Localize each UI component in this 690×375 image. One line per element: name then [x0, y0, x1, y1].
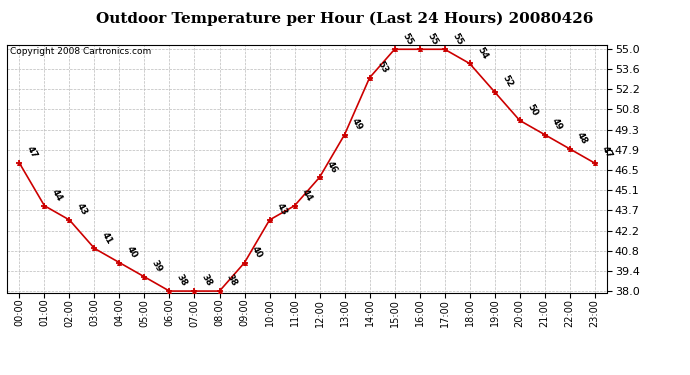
- Text: 54: 54: [475, 45, 489, 61]
- Text: Outdoor Temperature per Hour (Last 24 Hours) 20080426: Outdoor Temperature per Hour (Last 24 Ho…: [97, 11, 593, 26]
- Text: 49: 49: [550, 116, 564, 132]
- Text: 47: 47: [600, 145, 614, 160]
- Text: 44: 44: [300, 188, 314, 203]
- Text: 38: 38: [225, 273, 239, 288]
- Text: 50: 50: [525, 102, 539, 118]
- Text: 48: 48: [575, 130, 589, 146]
- Text: 39: 39: [150, 259, 164, 274]
- Text: 41: 41: [100, 230, 114, 246]
- Text: 55: 55: [425, 31, 440, 46]
- Text: 43: 43: [75, 202, 89, 217]
- Text: 38: 38: [200, 273, 214, 288]
- Text: 44: 44: [50, 188, 64, 203]
- Text: 53: 53: [375, 60, 389, 75]
- Text: 55: 55: [400, 31, 414, 46]
- Text: 52: 52: [500, 74, 514, 89]
- Text: 46: 46: [325, 159, 339, 174]
- Text: 38: 38: [175, 273, 189, 288]
- Text: 49: 49: [350, 116, 364, 132]
- Text: 40: 40: [125, 244, 139, 260]
- Text: 43: 43: [275, 202, 289, 217]
- Text: 55: 55: [450, 31, 464, 46]
- Text: 40: 40: [250, 244, 264, 260]
- Text: 47: 47: [25, 145, 39, 160]
- Text: Copyright 2008 Cartronics.com: Copyright 2008 Cartronics.com: [10, 48, 151, 57]
